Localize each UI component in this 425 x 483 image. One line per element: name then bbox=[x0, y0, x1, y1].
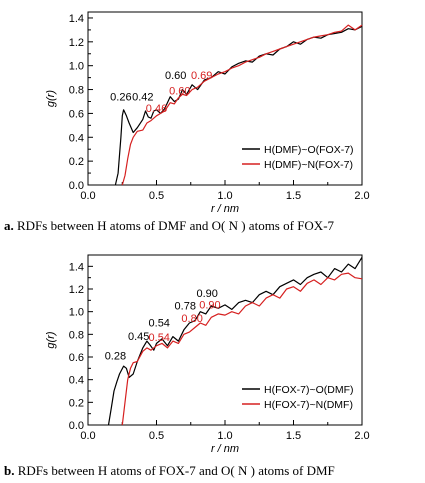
peak-annotation: 0.54 bbox=[149, 317, 170, 329]
peak-annotation: 0.26 bbox=[110, 91, 131, 103]
x-tick-label: 0.5 bbox=[149, 190, 164, 202]
y-tick-label: 0.6 bbox=[69, 108, 84, 120]
rdf-chart-b: 0.0 0.5 1.0 1.5 2.0 0.0 0.2 0.4 0.6 0.8 1.0 1.2 1.4 r… bbox=[45, 254, 370, 455]
x-tick-label: 2.0 bbox=[354, 190, 369, 202]
y-tick-label: 0.0 bbox=[69, 180, 84, 192]
x-tick-label: 0.5 bbox=[149, 430, 164, 442]
peak-annotation: 0.90 bbox=[199, 299, 220, 311]
legend-label-2: H(DMF)~N(FOX-7) bbox=[264, 159, 353, 171]
legend-label-1: H(DMF)~O(FOX-7) bbox=[264, 144, 354, 156]
y-tick-label: 0.2 bbox=[69, 156, 84, 168]
peak-annotation: 0.60 bbox=[169, 85, 190, 97]
x-axis-label: r / nm bbox=[211, 203, 239, 215]
y-tick-label: 0.2 bbox=[69, 397, 84, 409]
x-tick-label: 0.0 bbox=[80, 190, 95, 202]
peak-annotation: 0.45 bbox=[128, 331, 149, 343]
caption-a-text: RDFs between H atoms of DMF and O( N ) a… bbox=[17, 218, 335, 233]
caption-b-prefix: b. bbox=[4, 463, 15, 478]
x-tick-label: 1.5 bbox=[286, 430, 301, 442]
y-tick-label: 0.4 bbox=[69, 132, 84, 144]
y-tick-label: 0.8 bbox=[69, 329, 84, 341]
rdf-chart-a: 0.0 0.5 1.0 1.5 2.0 0.0 0.2 0.4 0.6 0.8 1.0 1.2 1.4 r… bbox=[45, 11, 370, 215]
caption-a: a. RDFs between H atoms of DMF and O( N … bbox=[4, 218, 424, 234]
series-line-2 bbox=[121, 272, 363, 426]
y-tick-label: 1.0 bbox=[69, 307, 84, 319]
caption-b: b. RDFs between H atoms of FOX-7 and O( … bbox=[4, 463, 424, 479]
y-tick-label: 1.4 bbox=[69, 13, 84, 25]
peak-annotation: 0.42 bbox=[132, 91, 153, 103]
caption-b-text: RDFs between H atoms of FOX-7 and O( N )… bbox=[17, 463, 335, 478]
y-tick-label: 1.4 bbox=[69, 261, 84, 273]
peak-annotation: 0.54 bbox=[149, 332, 170, 344]
legend-label-2: H(FOX-7)~N(DMF) bbox=[264, 399, 353, 411]
peak-annotation: 0.90 bbox=[196, 288, 217, 300]
y-tick-label: 1.2 bbox=[69, 284, 84, 296]
peak-annotation: 0.78 bbox=[175, 300, 196, 312]
x-tick-label: 1.0 bbox=[217, 190, 232, 202]
peak-annotation: 0.46 bbox=[146, 103, 167, 115]
x-tick-label: 1.5 bbox=[286, 190, 301, 202]
peak-annotation: 0.69 bbox=[191, 70, 212, 82]
y-tick-label: 0.6 bbox=[69, 352, 84, 364]
series-line-2 bbox=[121, 24, 363, 186]
y-tick-label: 0.8 bbox=[69, 85, 84, 97]
y-axis-label: g(r) bbox=[45, 331, 57, 348]
peak-annotation: 0.28 bbox=[105, 350, 126, 362]
y-tick-label: 0.0 bbox=[69, 420, 84, 432]
peak-annotation: 0.80 bbox=[181, 313, 202, 325]
series-line-1 bbox=[107, 256, 363, 426]
y-tick-label: 0.4 bbox=[69, 375, 84, 387]
y-axis-label: g(r) bbox=[45, 90, 57, 107]
caption-a-prefix: a. bbox=[4, 218, 14, 233]
legend-label-1: H(FOX-7)~O(DMF) bbox=[264, 384, 354, 396]
y-tick-label: 1.0 bbox=[69, 61, 84, 73]
x-tick-label: 1.0 bbox=[217, 430, 232, 442]
y-tick-label: 1.2 bbox=[69, 37, 84, 49]
x-tick-label: 2.0 bbox=[354, 430, 369, 442]
x-axis-label: r / nm bbox=[211, 443, 239, 455]
x-tick-label: 0.0 bbox=[80, 430, 95, 442]
peak-annotation: 0.60 bbox=[165, 70, 186, 82]
